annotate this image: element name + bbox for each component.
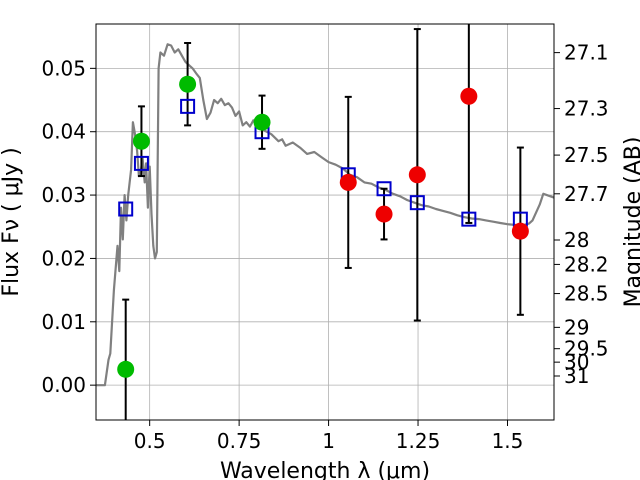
x-axis-label: Wavelength λ (μm) bbox=[220, 459, 430, 480]
model-point bbox=[133, 155, 149, 171]
x-axis: 0.5 0.75 1 1.25 1.5 bbox=[134, 420, 524, 453]
sed-line bbox=[96, 43, 555, 387]
observed-photometry bbox=[117, 75, 529, 378]
y2-tick-label: 29.5 bbox=[564, 337, 609, 361]
y2-tick-label: 27.5 bbox=[564, 143, 609, 167]
upper-limit-point bbox=[375, 205, 393, 223]
y2-tick-label: 28 bbox=[564, 228, 589, 252]
upper-limit-point bbox=[460, 87, 478, 105]
x-tick-label: 1.25 bbox=[396, 429, 441, 453]
model-point bbox=[180, 98, 196, 114]
sed-curve bbox=[96, 43, 555, 387]
y-tick-label: 0.00 bbox=[41, 373, 86, 397]
detection-point bbox=[117, 360, 135, 378]
x-tick-label: 0.75 bbox=[217, 429, 262, 453]
upper-limit-point bbox=[339, 173, 357, 191]
model-point bbox=[376, 181, 392, 197]
y2-axis-label: Magnitude (AB) bbox=[621, 137, 640, 308]
detection-point bbox=[132, 132, 150, 150]
y-tick-label: 0.04 bbox=[41, 120, 86, 144]
y-tick-label: 0.03 bbox=[41, 183, 86, 207]
y-tick-label: 0.02 bbox=[41, 246, 86, 270]
x-tick-label: 0.5 bbox=[134, 429, 166, 453]
y2-tick-label: 27.3 bbox=[564, 97, 609, 121]
y2-tick-label: 28.2 bbox=[564, 252, 609, 276]
y-tick-label: 0.05 bbox=[41, 56, 86, 80]
grid bbox=[96, 24, 554, 420]
detection-point bbox=[253, 113, 271, 131]
y-axis-left: 0.00 0.01 0.02 0.03 0.04 0.05 bbox=[41, 56, 96, 397]
x-tick-label: 1 bbox=[322, 429, 335, 453]
y2-tick-label: 31 bbox=[564, 364, 589, 388]
y2-tick-label: 27.1 bbox=[564, 41, 609, 65]
upper-limit-point bbox=[408, 166, 426, 184]
y2-tick-label: 29 bbox=[564, 315, 589, 339]
y-tick-label: 0.01 bbox=[41, 310, 86, 334]
upper-limit-point bbox=[511, 222, 529, 240]
x-tick-label: 1.5 bbox=[492, 429, 524, 453]
plot-frame bbox=[95, 23, 555, 421]
y2-tick-label: 30 bbox=[564, 350, 589, 374]
model-point bbox=[461, 211, 477, 227]
y2-tick-label: 27.7 bbox=[564, 182, 609, 206]
y2-tick-label: 28.5 bbox=[564, 282, 609, 306]
model-photometry bbox=[118, 98, 528, 227]
model-point bbox=[118, 201, 134, 217]
detection-point bbox=[179, 75, 197, 93]
model-point bbox=[409, 195, 425, 211]
y-axis-label: Flux Fν ( μJy ) bbox=[0, 147, 24, 296]
